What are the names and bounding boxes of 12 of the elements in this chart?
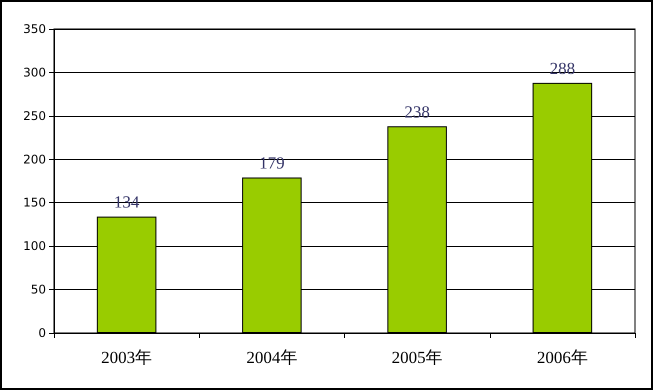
y-tick-label: 300 [23, 65, 46, 80]
y-tick-label: 100 [23, 239, 46, 254]
y-tick-label: 150 [23, 196, 46, 210]
y-tick-label: 350 [23, 22, 46, 36]
x-tick-label: 2003年 [101, 348, 152, 367]
x-tick-label: 2006年 [536, 348, 588, 367]
y-tick-label: 0 [38, 326, 46, 340]
y-tick-label: 50 [30, 282, 46, 297]
y-tick-label: 250 [23, 108, 46, 123]
y-tick-label: 200 [23, 152, 46, 166]
x-tick-label: 2005年 [392, 348, 443, 367]
x-tick-label: 2004年 [246, 348, 298, 367]
